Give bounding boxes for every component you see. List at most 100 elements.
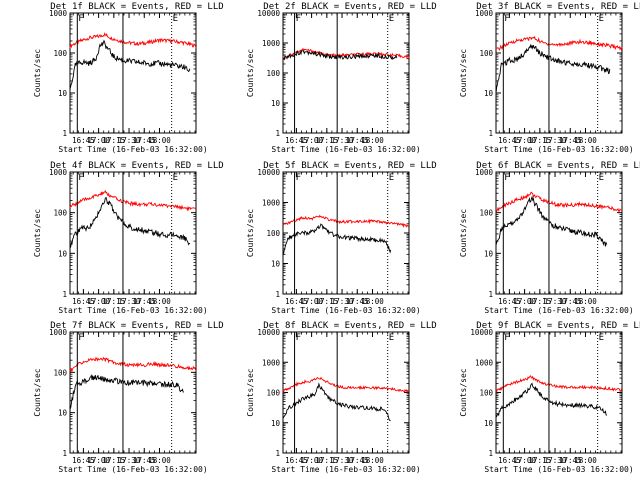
chart-8-marker-label: E (389, 333, 394, 343)
chart-4-ytick-label: 100 (53, 209, 67, 218)
chart-7-xlabel: Start Time (16-Feb-03 16:32:00) (58, 465, 207, 474)
chart-9-ytick-label: 100 (479, 389, 493, 398)
chart-6-panel: Det 6f BLACK = Events, RED = LLD 1 10 100 10… (459, 161, 640, 315)
chart-9-xtick-label: 16:45 (498, 456, 521, 465)
chart-5-xtick-label: 17:45 (346, 297, 369, 306)
chart-8-frame (282, 331, 410, 454)
chart-7-xtick-label: 17:30 (118, 456, 141, 465)
chart-5-ytick-label: 10 (271, 260, 281, 269)
chart-2-marker-label: E (389, 14, 394, 24)
chart-3-xtick-label: 16:45 (498, 136, 521, 145)
chart-5-panel: Det 5f BLACK = Events, RED = LLD 1 10 100 10… (246, 161, 437, 315)
chart-5-xlabel: Start Time (16-Feb-03 16:32:00) (271, 306, 420, 315)
chart-6-xtick-label: 17:15 (529, 297, 552, 306)
chart-4-xlabel: Start Time (16-Feb-03 16:32:00) (58, 306, 207, 315)
chart-5-xtick-label: 18:00 (361, 297, 384, 306)
chart-7-series-events-line (69, 373, 184, 410)
chart-1-marker-label: F (78, 14, 83, 24)
chart-3-xtick-label: 17:45 (559, 136, 582, 145)
chart-3-marker-label: E (599, 14, 604, 24)
chart-8-xtick-label: 17:00 (300, 456, 323, 465)
chart-6-ytick-label: 1 (488, 290, 493, 299)
chart-2-xtick-label: 16:45 (285, 136, 308, 145)
chart-1-xtick-label: 17:30 (118, 136, 141, 145)
chart-9-ytick-label: 10 (484, 419, 494, 428)
chart-4-xtick-label: 17:45 (133, 297, 156, 306)
chart-2-panel: Det 2f BLACK = Events, RED = LLD 1 10 100 10… (246, 2, 437, 154)
chart-3-ytick-label: 10 (484, 89, 494, 98)
chart-9-title: Det 9f BLACK = Events, RED = LLD (476, 321, 640, 331)
chart-2-frame (282, 12, 410, 134)
chart-1-title: Det 1f BLACK = Events, RED = LLD (50, 2, 223, 12)
chart-3-xlabel: Start Time (16-Feb-03 16:32:00) (484, 145, 633, 154)
chart-9-ytick-label: 10000 (470, 328, 493, 337)
chart-9-ylabel: Counts/sec (459, 368, 468, 416)
chart-2-ytick-label: 1000 (262, 39, 281, 48)
chart-4-xtick-label: 16:45 (72, 297, 95, 306)
chart-5-ytick-label: 1000 (262, 199, 281, 208)
chart-2-xtick-label: 17:45 (346, 136, 369, 145)
chart-9-series-events-line (495, 382, 607, 418)
chart-2-ytick-label: 10 (271, 99, 281, 108)
chart-4-title: Det 4f BLACK = Events, RED = LLD (50, 161, 223, 171)
chart-2-xtick-label: 17:30 (331, 136, 354, 145)
chart-4-ytick-label: 1000 (49, 168, 68, 177)
chart-8-ytick-label: 10 (271, 419, 281, 428)
chart-3-ytick-label: 100 (479, 49, 493, 58)
chart-3-series-events-line (495, 43, 611, 94)
chart-2-xtick-label: 17:15 (316, 136, 339, 145)
chart-3-frame (495, 12, 623, 134)
chart-7-marker-label: F (78, 333, 83, 343)
chart-7-frame (69, 331, 197, 454)
chart-6-xtick-label: 17:30 (544, 297, 567, 306)
chart-4-ytick-label: 1 (62, 290, 67, 299)
chart-3-xtick-label: 17:00 (513, 136, 536, 145)
chart-6-ylabel: Counts/sec (459, 209, 468, 257)
chart-5-frame (282, 171, 410, 295)
chart-1-xtick-label: 17:45 (133, 136, 156, 145)
chart-4-series-lld-line (69, 189, 197, 212)
chart-6-ytick-label: 1000 (475, 168, 494, 177)
chart-8-marker-label: F (296, 333, 301, 343)
chart-1-marker-label: E (173, 14, 178, 24)
chart-9-xlabel: Start Time (16-Feb-03 16:32:00) (484, 465, 633, 474)
chart-8-title: Det 8f BLACK = Events, RED = LLD (263, 321, 436, 331)
chart-6-xtick-label: 16:45 (498, 297, 521, 306)
chart-9-xtick-label: 17:00 (513, 456, 536, 465)
chart-8-series-lld-line (282, 376, 410, 394)
chart-9-ytick-label: 1 (488, 449, 493, 458)
chart-1-panel: Det 1f BLACK = Events, RED = LLD 1 10 100 10… (33, 2, 224, 154)
chart-1-xtick-label: 17:00 (87, 136, 110, 145)
chart-1-xlabel: Start Time (16-Feb-03 16:32:00) (58, 145, 207, 154)
chart-1-frame (69, 12, 197, 134)
chart-5-xtick-label: 17:15 (316, 297, 339, 306)
chart-6-ytick-label: 100 (479, 209, 493, 218)
chart-4-ylabel: Counts/sec (33, 209, 42, 257)
chart-3-ytick-label: 1000 (475, 9, 494, 18)
chart-5-ytick-label: 10000 (257, 168, 280, 177)
chart-4-panel: Det 4f BLACK = Events, RED = LLD 1 10 100 10… (33, 161, 224, 315)
chart-1-series-events-line (69, 39, 191, 90)
chart-1-ylabel: Counts/sec (33, 49, 42, 97)
chart-4-xtick-label: 17:15 (103, 297, 126, 306)
chart-7-ytick-label: 10 (58, 409, 68, 418)
chart-9-xtick-label: 18:00 (574, 456, 597, 465)
chart-7-xtick-label: 18:00 (148, 456, 171, 465)
chart-7-xtick-label: 16:45 (72, 456, 95, 465)
chart-5-series-lld-line (282, 214, 410, 228)
chart-3-title: Det 3f BLACK = Events, RED = LLD (476, 2, 640, 12)
chart-7-ytick-label: 100 (53, 368, 67, 377)
chart-2-marker-label: F (296, 14, 301, 24)
chart-2-title: Det 2f BLACK = Events, RED = LLD (263, 2, 436, 12)
chart-3-ytick-label: 1 (488, 129, 493, 138)
chart-2-ytick-label: 1 (275, 129, 280, 138)
chart-9-marker-label: E (599, 333, 604, 343)
chart-7-marker-label: E (173, 333, 178, 343)
chart-8-ytick-label: 1 (275, 449, 280, 458)
chart-7-ytick-label: 1000 (49, 328, 68, 337)
chart-3-xtick-label: 17:15 (529, 136, 552, 145)
chart-9-frame (495, 331, 623, 454)
chart-2-series-lld-line (282, 47, 410, 60)
chart-3-panel: Det 3f BLACK = Events, RED = LLD 1 10 100 10… (459, 2, 640, 154)
